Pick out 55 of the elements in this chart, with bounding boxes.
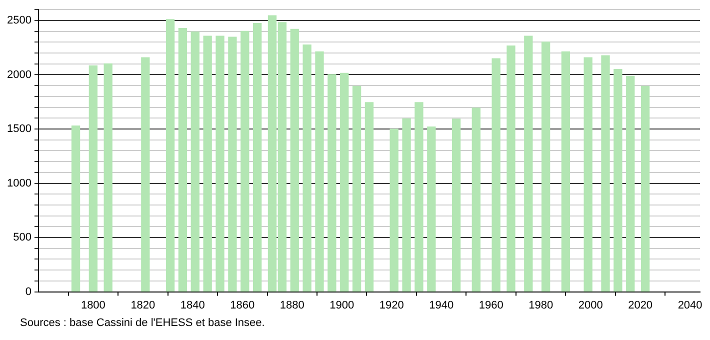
bar [524, 36, 533, 292]
bar [402, 118, 411, 292]
y-tick-label: 2500 [6, 14, 32, 26]
x-tick-label: 1860 [230, 299, 255, 312]
bar [228, 36, 237, 292]
bar [88, 65, 98, 292]
x-tick-label: 1900 [330, 299, 354, 312]
x-tick-label: 1840 [180, 299, 205, 312]
y-tick-label: 1500 [6, 123, 32, 136]
bar [71, 126, 80, 292]
bar [178, 28, 188, 292]
bar [541, 42, 550, 292]
x-tick-label: 1940 [429, 299, 454, 312]
x-tick-label: 1800 [80, 299, 106, 312]
bar [290, 28, 299, 292]
bar [166, 19, 175, 292]
x-tick-label: 1880 [280, 299, 304, 312]
x-tick-label: 2000 [578, 299, 603, 312]
bar [190, 32, 200, 292]
bar [352, 86, 362, 292]
bar [203, 36, 212, 292]
bar [601, 55, 610, 292]
bar [328, 74, 336, 292]
bar [452, 118, 461, 292]
bar [584, 57, 592, 292]
bar [640, 86, 650, 292]
x-tick-label: 2020 [628, 299, 653, 312]
x-tick-label: 1960 [478, 299, 504, 312]
bar [506, 46, 516, 292]
y-tick-label: 500 [13, 232, 32, 244]
bar [315, 51, 324, 292]
bar [141, 57, 150, 292]
bar [216, 36, 224, 292]
y-tick-label: 2000 [6, 68, 32, 81]
bar [390, 128, 398, 292]
bar [340, 72, 349, 292]
source-note: Sources : base Cassini de l'EHESS et base Insee. [20, 317, 266, 329]
bar [414, 102, 424, 292]
x-tick-label: 1980 [528, 299, 554, 312]
x-tick-label: 1820 [130, 299, 156, 312]
x-tick-label: 1920 [379, 299, 404, 312]
bar [614, 68, 622, 292]
bar [240, 30, 250, 292]
bar [104, 63, 112, 292]
bar [561, 51, 570, 292]
bar [626, 76, 635, 292]
bar [302, 44, 312, 292]
bar [492, 58, 500, 292]
x-tick-label: 2040 [678, 299, 702, 312]
y-tick-label: 0 [25, 286, 32, 298]
bar [364, 102, 374, 292]
bar [427, 126, 436, 292]
bar [472, 108, 481, 292]
bar [252, 23, 262, 292]
y-tick-label: 1000 [6, 177, 32, 190]
